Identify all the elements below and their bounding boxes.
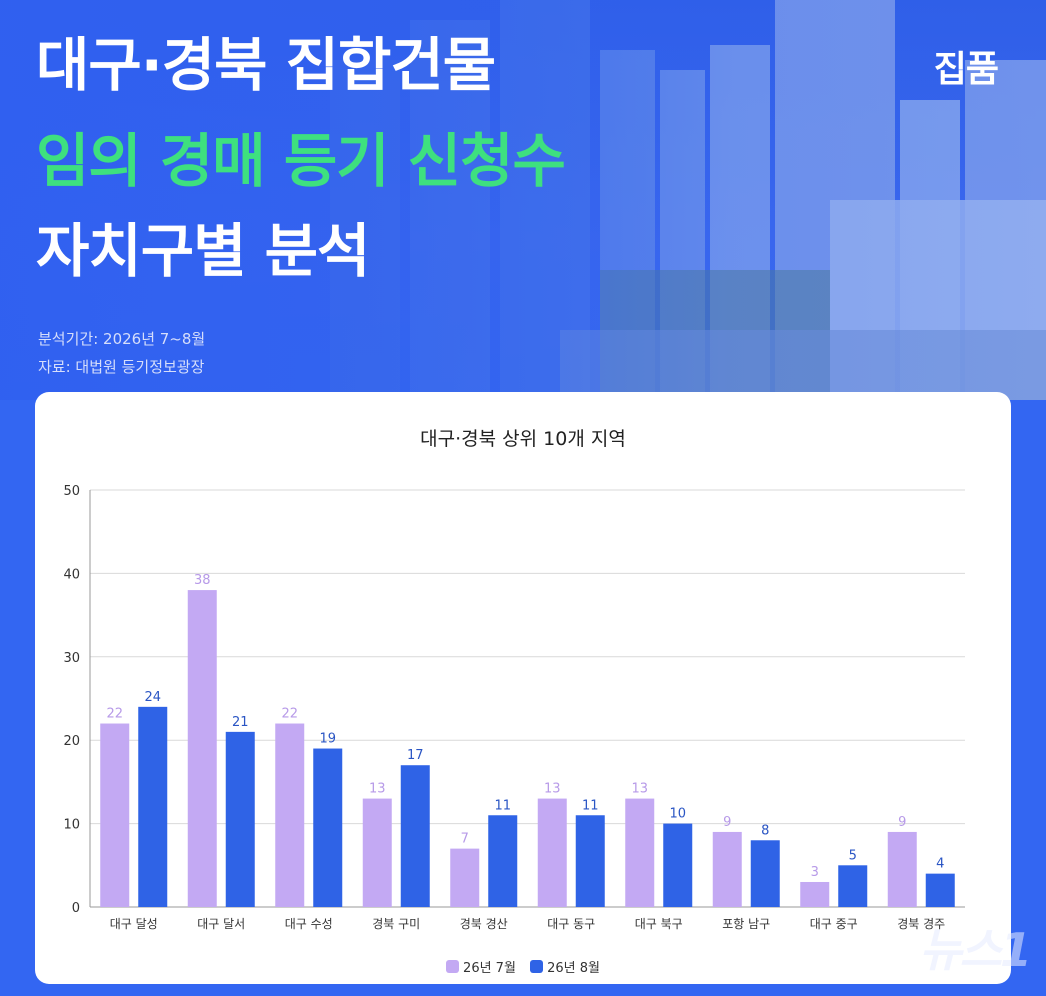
- data-label: 10: [669, 807, 686, 822]
- x-tick-label: 대구 달성: [110, 917, 158, 931]
- data-label: 8: [761, 823, 769, 838]
- bar-august: [925, 873, 955, 907]
- data-label: 11: [582, 798, 599, 813]
- bar-august: [838, 865, 868, 907]
- legend-swatch-august: [530, 960, 544, 973]
- title-line-1: 대구·경북 집합건물: [36, 31, 496, 99]
- bar-july: [362, 798, 392, 907]
- data-label: 13: [631, 782, 648, 797]
- brand-logo: 집품: [933, 49, 999, 90]
- x-tick-label: 경북 구미: [372, 917, 420, 931]
- data-label: 11: [494, 798, 511, 813]
- bar-july: [100, 723, 130, 907]
- x-tick-label: 대구 동구: [547, 917, 595, 931]
- x-tick-label: 대구 중구: [810, 917, 858, 931]
- x-tick-label: 대구 수성: [285, 917, 333, 931]
- bar-july: [187, 590, 217, 907]
- chart-title: 대구·경북 상위 10개 지역: [420, 428, 626, 450]
- data-label: 21: [232, 715, 249, 730]
- data-label: 3: [811, 865, 819, 880]
- bar-july: [800, 881, 830, 907]
- data-label: 7: [461, 832, 469, 847]
- data-label: 22: [106, 707, 123, 722]
- bar-august: [138, 706, 168, 907]
- data-label: 9: [723, 815, 731, 830]
- bar-july: [625, 798, 655, 907]
- bar-july: [712, 831, 742, 907]
- bar-july: [275, 723, 305, 907]
- y-tick-label: 50: [63, 484, 80, 499]
- legend-label-july: 26년 7월: [463, 961, 516, 976]
- chart-card: 0 10 20 30 40 50 22 24 대구 달성 38 21 대구 달서 22 19 대구 수성 13…: [35, 392, 1011, 984]
- legend-item-july: 26년 7월: [446, 957, 516, 976]
- data-label: 19: [319, 732, 336, 747]
- bar-august: [750, 840, 780, 907]
- title-line-3: 자치구별 분석: [36, 217, 370, 285]
- data-label: 9: [898, 815, 906, 830]
- analysis-period: 분석기간: 2026년 7~8월: [38, 330, 206, 348]
- data-label: 5: [849, 848, 857, 863]
- bar-july: [450, 848, 480, 907]
- legend-label-august: 26년 8월: [547, 961, 600, 976]
- legend-swatch-july: [446, 960, 460, 973]
- y-tick-label: 20: [63, 734, 80, 749]
- bar-july: [537, 798, 567, 907]
- title-line-2: 임의 경매 등기 신청수: [36, 127, 566, 195]
- bar-august: [663, 823, 693, 907]
- x-tick-label: 대구 달서: [197, 917, 245, 931]
- bar-july: [887, 831, 917, 907]
- y-tick-label: 0: [72, 901, 80, 916]
- x-tick-label: 포항 남구: [722, 917, 770, 931]
- legend-item-august: 26년 8월: [530, 957, 600, 976]
- data-label: 38: [194, 573, 211, 588]
- x-tick-label: 경북 경산: [460, 917, 508, 931]
- y-tick-label: 40: [63, 567, 80, 582]
- data-label: 24: [144, 690, 161, 705]
- bar-august: [575, 815, 605, 907]
- x-tick-label: 대구 북구: [635, 917, 683, 931]
- chart-legend: 26년 7월 26년 8월: [35, 957, 1011, 977]
- data-label: 17: [407, 748, 424, 763]
- data-label: 22: [281, 707, 298, 722]
- bar-august: [313, 748, 343, 907]
- hero-banner: 대구·경북 집합건물 임의 경매 등기 신청수 자치구별 분석 집품 분석기간:…: [0, 0, 1046, 400]
- bar-august: [488, 815, 518, 907]
- x-tick-label: 경북 경주: [897, 917, 945, 931]
- hero-overlay: [0, 0, 1046, 400]
- data-label: 13: [369, 782, 386, 797]
- news-watermark: 뉴스1: [919, 923, 1032, 977]
- bar-august: [400, 765, 430, 907]
- y-tick-label: 30: [63, 651, 80, 666]
- data-label: 13: [544, 782, 561, 797]
- data-label: 4: [936, 857, 944, 872]
- data-source: 자료: 대법원 등기정보광장: [38, 358, 205, 376]
- bar-august: [225, 731, 255, 907]
- y-tick-label: 10: [63, 818, 80, 833]
